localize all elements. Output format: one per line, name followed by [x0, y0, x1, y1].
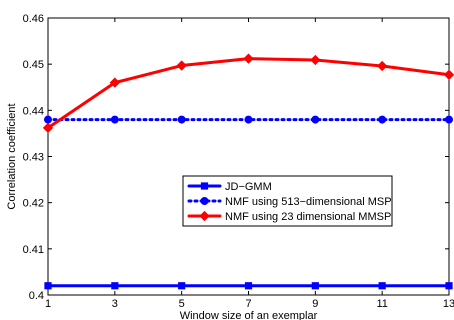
data-point-marker: [178, 116, 185, 123]
legend-item-label: NMF using 23 dimensional MMSP: [225, 211, 391, 223]
data-point-marker: [312, 116, 319, 123]
legend: JD−GMM NMF using 513−dimensional MSP NMF u…: [183, 176, 392, 226]
y-tick-label: 0.42: [23, 198, 44, 210]
y-tick-label: 0.46: [23, 13, 44, 25]
x-tick-label: 13: [443, 298, 454, 310]
x-tick-label: 5: [179, 298, 185, 310]
x-tick-label: 9: [312, 298, 318, 310]
data-point-marker: [112, 283, 118, 289]
y-tick-label: 0.44: [23, 105, 44, 117]
data-point-marker: [379, 283, 385, 289]
legend-marker: [201, 197, 208, 204]
data-point-marker: [111, 116, 118, 123]
data-point-marker: [178, 283, 184, 289]
x-tick-label: 1: [45, 298, 51, 310]
data-point-marker: [312, 283, 318, 289]
data-point-marker: [45, 283, 51, 289]
legend-item-label: JD−GMM: [225, 181, 272, 193]
data-point-marker: [379, 116, 386, 123]
legend-item-label: NMF using 513−dimensional MSP: [225, 196, 392, 208]
data-point-marker: [445, 116, 452, 123]
x-axis-label: Window size of an exemplar: [180, 310, 318, 320]
data-point-marker: [245, 116, 252, 123]
y-tick-label: 0.45: [23, 59, 44, 71]
x-tick-label: 11: [376, 298, 387, 310]
data-point-marker: [245, 283, 251, 289]
x-tick-label: 3: [112, 298, 118, 310]
y-tick-label: 0.41: [23, 244, 44, 256]
y-tick-label: 0.4: [29, 290, 44, 302]
y-axis-label: Correlation coefficient: [6, 103, 18, 209]
legend-marker: [201, 183, 207, 189]
x-tick-label: 7: [245, 298, 251, 310]
data-point-marker: [44, 116, 51, 123]
y-tick-label: 0.43: [23, 152, 44, 164]
data-point-marker: [446, 283, 452, 289]
